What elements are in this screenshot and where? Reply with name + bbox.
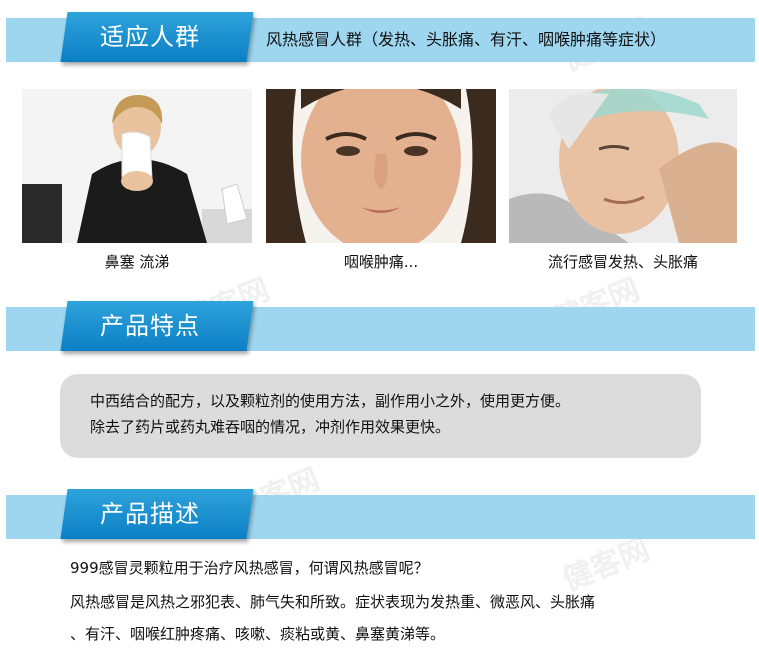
audience-caption: 风热感冒人群（发热、头胀痛、有汗、咽喉肿痛等症状） (266, 30, 667, 49)
woman-sore-throat-photo (266, 89, 496, 243)
description-line: 、有汗、咽喉红肿疼痛、咳嗽、痰粘或黄、鼻塞黄涕等。 (70, 625, 446, 643)
description-line: 风热感冒是风热之邪犯表、肺气失和所致。症状表现为发热重、微恶风、头胀痛 (70, 593, 596, 611)
section-title-features: 产品特点 (100, 312, 200, 340)
feature-text-line: 中西结合的配方，以及颗粒剂的使用方法，副作用小之外，使用更方便。 (90, 392, 571, 410)
photo-caption: 鼻塞 流涕 (104, 253, 170, 271)
description-line: 999感冒灵颗粒用于治疗风热感冒，何谓风热感冒呢？ (70, 559, 429, 577)
woman-sneezing-photo (22, 89, 252, 243)
photo-caption: 流行感冒发热、头胀痛 (547, 253, 698, 271)
photo-caption: 咽喉肿痛... (343, 253, 419, 271)
feature-text-line: 除去了药片或药丸难吞咽的情况，冲剂作用效果更快。 (90, 418, 451, 436)
section-title-description: 产品描述 (100, 500, 200, 528)
feature-box: 中西结合的配方，以及颗粒剂的使用方法，副作用小之外，使用更方便。 除去了药片或药… (60, 374, 701, 458)
section-title-audience: 适应人群 (100, 23, 200, 51)
man-fever-photo (509, 89, 737, 243)
